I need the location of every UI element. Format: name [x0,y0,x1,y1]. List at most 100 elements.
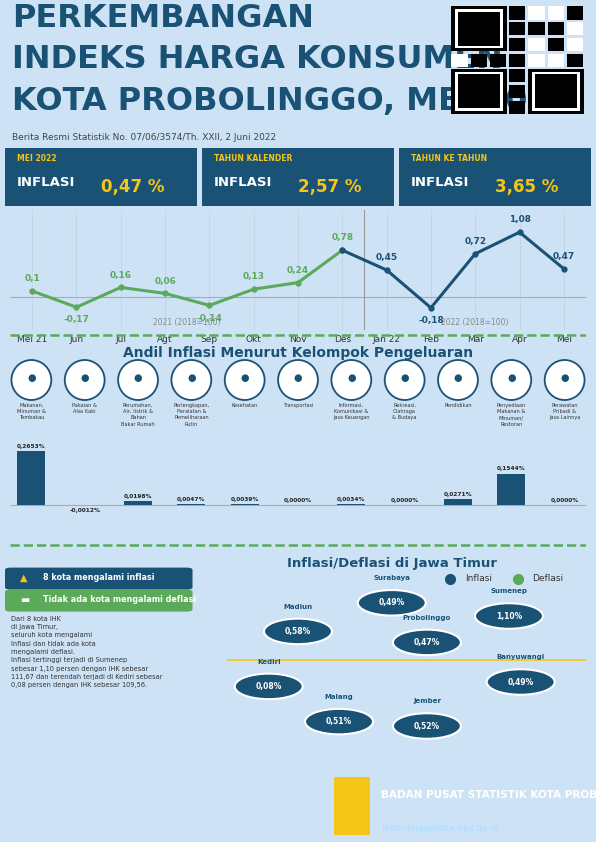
Text: 0,0034%: 0,0034% [337,497,365,502]
Text: Informasi,
Komunikasi &
Jasa Keuangan: Informasi, Komunikasi & Jasa Keuangan [333,403,370,420]
Bar [451,54,467,67]
Circle shape [393,630,461,655]
Text: 0,16: 0,16 [110,270,132,280]
Bar [497,473,525,505]
Bar [509,22,526,35]
Bar [532,72,581,111]
Text: INDEKS HARGA KONSUMEN: INDEKS HARGA KONSUMEN [12,45,503,76]
Circle shape [358,590,426,616]
Bar [529,69,545,83]
Text: ▬: ▬ [20,595,29,605]
Bar [451,69,507,114]
Text: 0,52%: 0,52% [414,722,440,731]
Text: -0,17: -0,17 [64,316,89,324]
Circle shape [305,709,373,734]
FancyBboxPatch shape [392,147,596,208]
Text: INFLASI: INFLASI [411,176,469,189]
Bar [509,85,526,99]
Text: 0,13: 0,13 [243,273,265,281]
Text: KOTA PROBOLINGGO, MEI 2022: KOTA PROBOLINGGO, MEI 2022 [12,86,572,117]
Text: ●: ● [454,373,462,383]
Bar [567,101,583,114]
Text: Kesehatan: Kesehatan [232,403,258,408]
Bar [567,7,583,19]
Circle shape [393,713,461,738]
Text: ●: ● [80,373,89,383]
Bar [455,72,503,111]
Text: ▲: ▲ [20,573,27,583]
Ellipse shape [118,360,158,400]
Text: 2022 (2018=100): 2022 (2018=100) [442,318,509,328]
Bar [490,38,506,51]
Text: ●: ● [507,373,516,383]
Text: 0,0039%: 0,0039% [231,497,259,502]
Text: Dari 8 kota IHK
di Jawa Timur,
seluruh kota mengalami
Inflasi dan tidak ada kota: Dari 8 kota IHK di Jawa Timur, seluruh k… [11,616,162,688]
Text: 0,1544%: 0,1544% [497,466,526,472]
Bar [509,54,526,67]
Bar [124,501,152,505]
Text: Deflasi: Deflasi [532,574,564,584]
Text: 0,45: 0,45 [375,253,398,262]
Bar [529,69,583,114]
Text: 0,47%: 0,47% [414,638,440,647]
Bar [471,38,487,51]
Bar [535,74,577,109]
Bar [490,54,506,67]
Text: -0,18: -0,18 [418,316,444,325]
Text: Inflasi: Inflasi [465,574,492,584]
Bar [548,7,564,19]
Bar [458,12,500,45]
Text: 0,0000%: 0,0000% [284,498,312,503]
Ellipse shape [331,360,371,400]
Bar [548,38,564,51]
Text: Malang: Malang [325,694,353,700]
Text: ●: ● [134,373,142,383]
FancyBboxPatch shape [0,147,204,208]
Text: Andil Inflasi Menurut Kelompok Pengeluaran: Andil Inflasi Menurut Kelompok Pengeluar… [123,346,473,360]
Bar [529,85,545,99]
Bar [509,101,526,114]
Bar [567,22,583,35]
Text: BADAN PUSAT STATISTIK KOTA PROBOLINGGO: BADAN PUSAT STATISTIK KOTA PROBOLINGGO [381,790,596,800]
Text: ●: ● [401,373,409,383]
Text: 1,08: 1,08 [508,216,530,225]
Text: Perumahan,
Air, listrik &
Bahan
Bakar Rumah: Perumahan, Air, listrik & Bahan Bakar Ru… [121,403,155,427]
Bar [471,54,487,67]
Bar [490,22,506,35]
Ellipse shape [278,360,318,400]
Text: Pakaian &
Alas Kaki: Pakaian & Alas Kaki [72,403,97,414]
Text: 0,0047%: 0,0047% [177,497,206,502]
Text: 0,24: 0,24 [287,266,309,274]
Text: Kediri: Kediri [257,658,281,665]
Text: 0,08%: 0,08% [256,682,282,691]
Bar [490,69,506,83]
FancyBboxPatch shape [5,589,193,611]
Text: 0,06: 0,06 [154,277,176,285]
Text: -0,0012%: -0,0012% [69,508,100,513]
Text: 0,0000%: 0,0000% [390,498,419,503]
Text: 0,49%: 0,49% [378,599,405,607]
Text: Inflasi/Deflasi di Jawa Timur: Inflasi/Deflasi di Jawa Timur [287,557,496,569]
Circle shape [475,603,543,629]
FancyBboxPatch shape [194,147,402,208]
Text: Rekreasi,
Olahraga
& Budaya: Rekreasi, Olahraga & Budaya [392,403,417,420]
Text: 1,10%: 1,10% [496,611,522,621]
Text: Tidak ada kota mengalami deflasi: Tidak ada kota mengalami deflasi [43,595,196,605]
Text: 2,57 %: 2,57 % [298,179,362,196]
Text: 0,72: 0,72 [464,237,486,246]
Bar [509,7,526,19]
Text: PERKEMBANGAN: PERKEMBANGAN [12,3,314,34]
Bar [471,85,487,99]
Text: Perawatan
Pribadi &
Jasa Lainnya: Perawatan Pribadi & Jasa Lainnya [549,403,581,420]
Text: 2021 (2018=100): 2021 (2018=100) [154,318,221,328]
Bar [451,22,467,35]
Text: ●: ● [187,373,195,383]
Bar [451,6,507,51]
Bar [529,101,545,114]
Text: Transportasi: Transportasi [283,403,313,408]
Bar [490,85,506,99]
Ellipse shape [491,360,531,400]
Bar [567,54,583,67]
Ellipse shape [65,360,105,400]
Text: 0,78: 0,78 [331,233,353,242]
